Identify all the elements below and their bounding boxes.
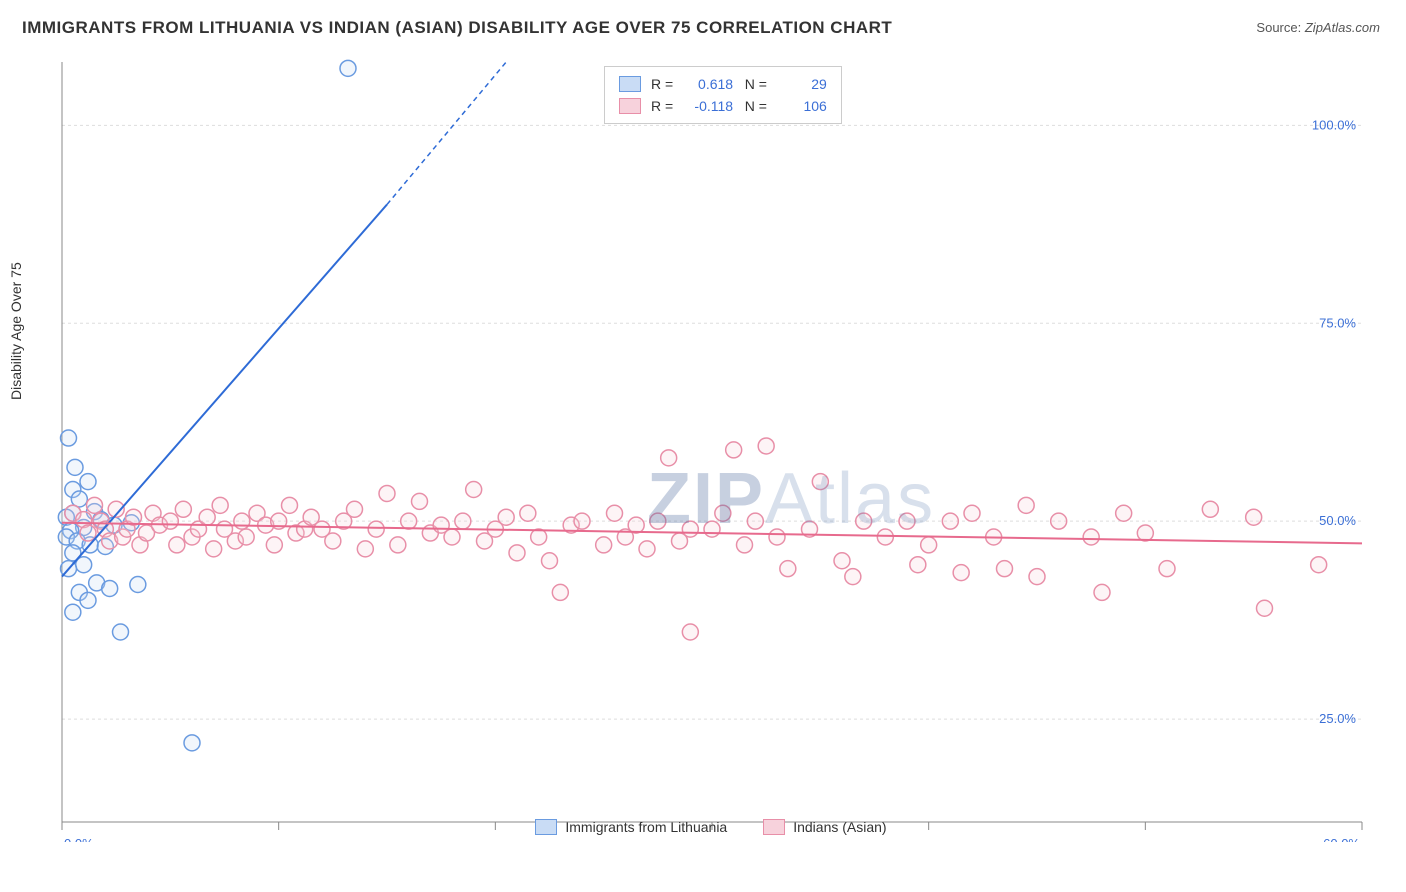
legend-item: Indians (Asian) bbox=[763, 819, 886, 835]
source-attribution: Source: ZipAtlas.com bbox=[1256, 20, 1380, 35]
chart-title: IMMIGRANTS FROM LITHUANIA VS INDIAN (ASI… bbox=[22, 18, 892, 38]
scatter-plot: 0.0%60.0%25.0%50.0%75.0%100.0% bbox=[44, 52, 1378, 842]
y-axis-label: Disability Age Over 75 bbox=[8, 262, 24, 400]
source-value: ZipAtlas.com bbox=[1305, 20, 1380, 35]
legend-label: Indians (Asian) bbox=[793, 819, 886, 835]
legend-swatch bbox=[763, 819, 785, 835]
svg-text:100.0%: 100.0% bbox=[1312, 117, 1357, 132]
series-legend: Immigrants from Lithuania Indians (Asian) bbox=[44, 819, 1378, 838]
legend-stats: R = -0.118 N = 106 bbox=[651, 95, 827, 117]
legend-swatch bbox=[619, 98, 641, 114]
legend-stats: R = 0.618 N = 29 bbox=[651, 73, 827, 95]
legend-label: Immigrants from Lithuania bbox=[565, 819, 727, 835]
svg-text:25.0%: 25.0% bbox=[1319, 711, 1356, 726]
correlation-legend: R = 0.618 N = 29R = -0.118 N = 106 bbox=[604, 66, 842, 124]
legend-swatch bbox=[619, 76, 641, 92]
legend-swatch bbox=[535, 819, 557, 835]
chart-area: 0.0%60.0%25.0%50.0%75.0%100.0% ZIPAtlas … bbox=[44, 52, 1378, 842]
legend-item: Immigrants from Lithuania bbox=[535, 819, 727, 835]
legend-row: R = -0.118 N = 106 bbox=[619, 95, 827, 117]
svg-text:75.0%: 75.0% bbox=[1319, 315, 1356, 330]
legend-row: R = 0.618 N = 29 bbox=[619, 73, 827, 95]
svg-text:50.0%: 50.0% bbox=[1319, 513, 1356, 528]
source-label: Source: bbox=[1256, 20, 1301, 35]
